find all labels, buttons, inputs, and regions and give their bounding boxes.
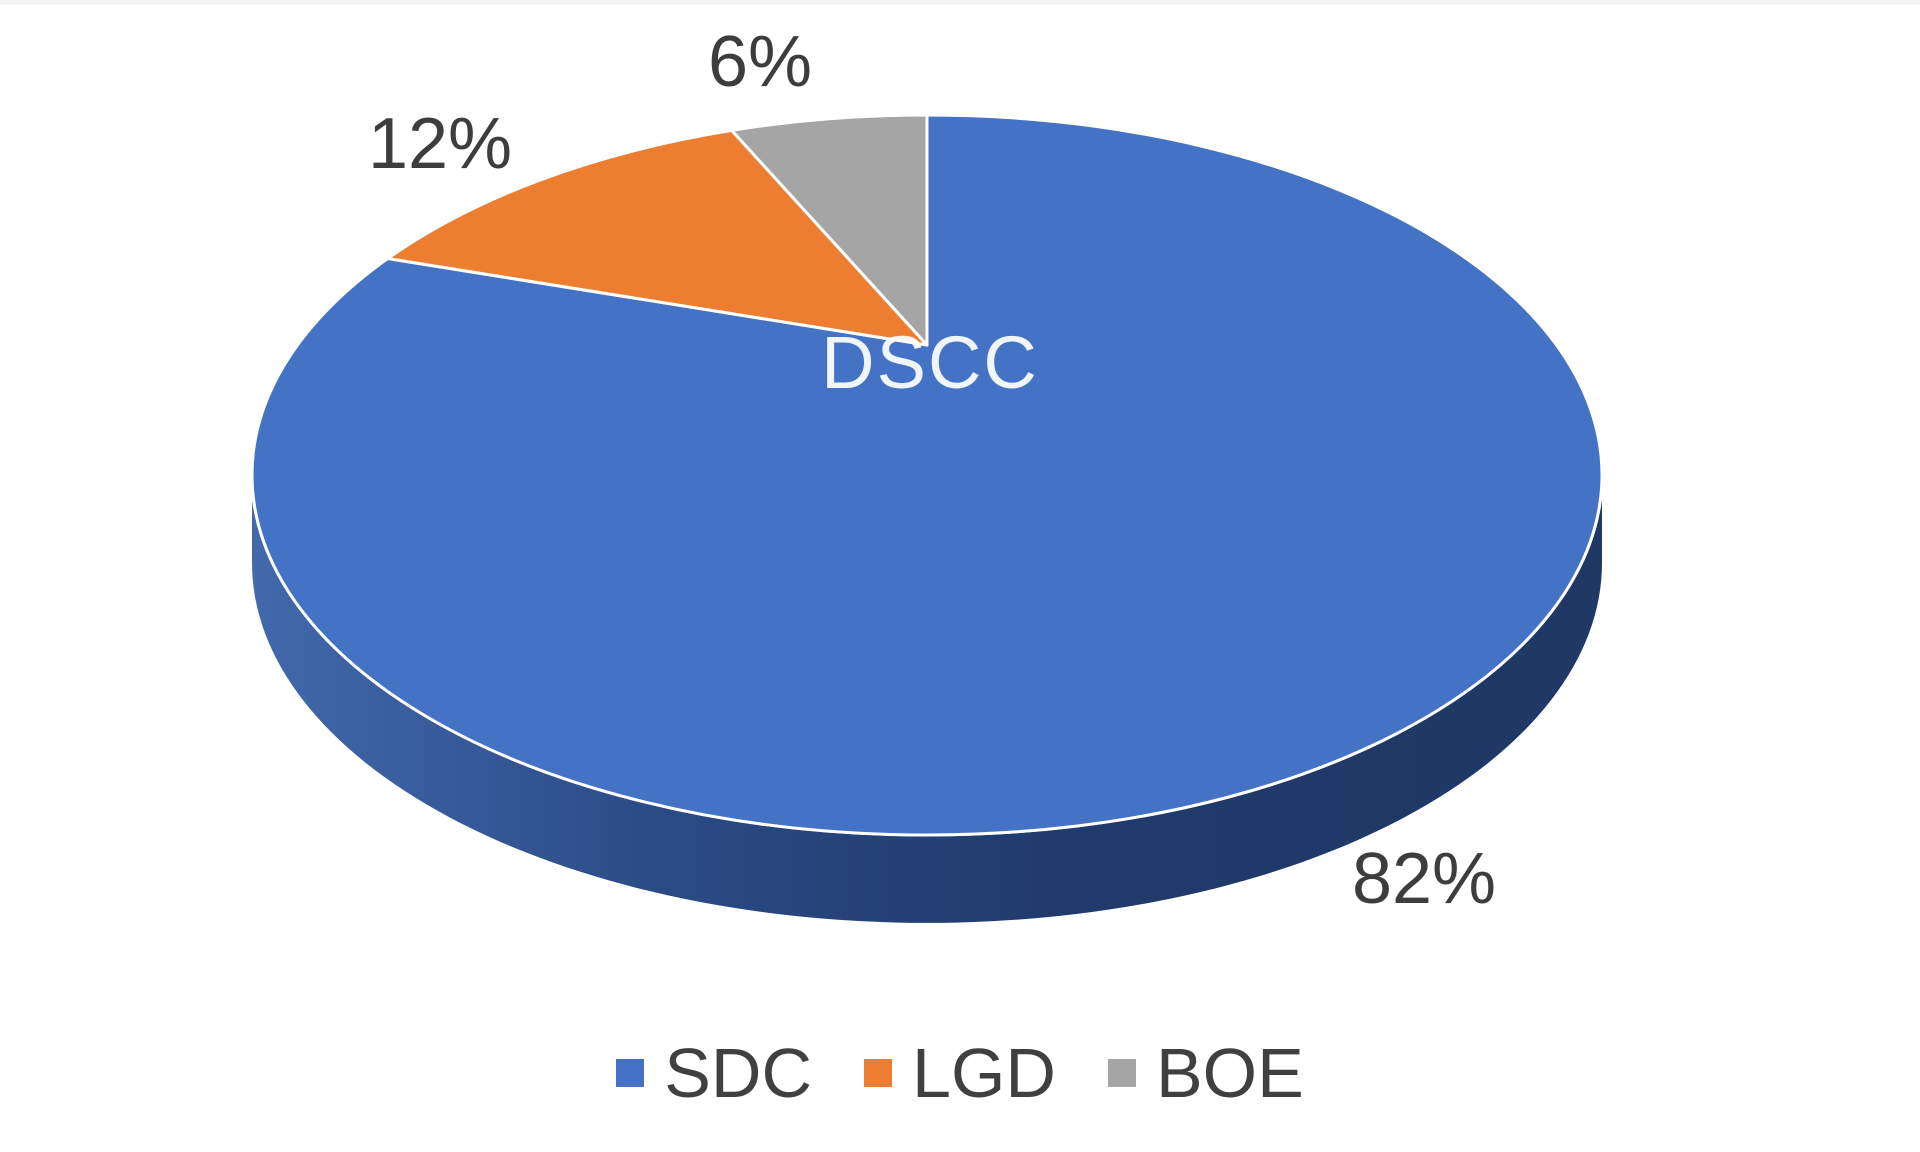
legend-swatch-boe xyxy=(1107,1059,1136,1087)
chart-legend: SDC LGD BOE xyxy=(0,1038,1920,1108)
legend-label-lgd: LGD xyxy=(912,1034,1056,1112)
pie-slice-lgd xyxy=(386,128,929,347)
pie-side-wall xyxy=(252,475,1602,923)
legend-swatch-sdc xyxy=(616,1059,645,1087)
legend-item-sdc: SDC xyxy=(616,1038,812,1108)
data-label-boe: 6% xyxy=(708,22,812,102)
pie-slice-boe xyxy=(730,113,929,347)
watermark-text: DSCC xyxy=(821,321,1039,404)
legend-swatch-lgd xyxy=(864,1059,893,1087)
legend-item-boe: BOE xyxy=(1107,1034,1304,1112)
pie-slices-group xyxy=(250,113,1604,837)
top-edge-line xyxy=(0,0,1920,5)
pie-slice-sdc xyxy=(250,113,1604,837)
legend-item-lgd: LGD xyxy=(864,1038,1056,1108)
legend-label-sdc: SDC xyxy=(664,1034,813,1112)
data-label-sdc: 82% xyxy=(1352,839,1496,919)
data-label-lgd: 12% xyxy=(368,104,512,184)
legend-label-boe: BOE xyxy=(1155,1034,1304,1112)
